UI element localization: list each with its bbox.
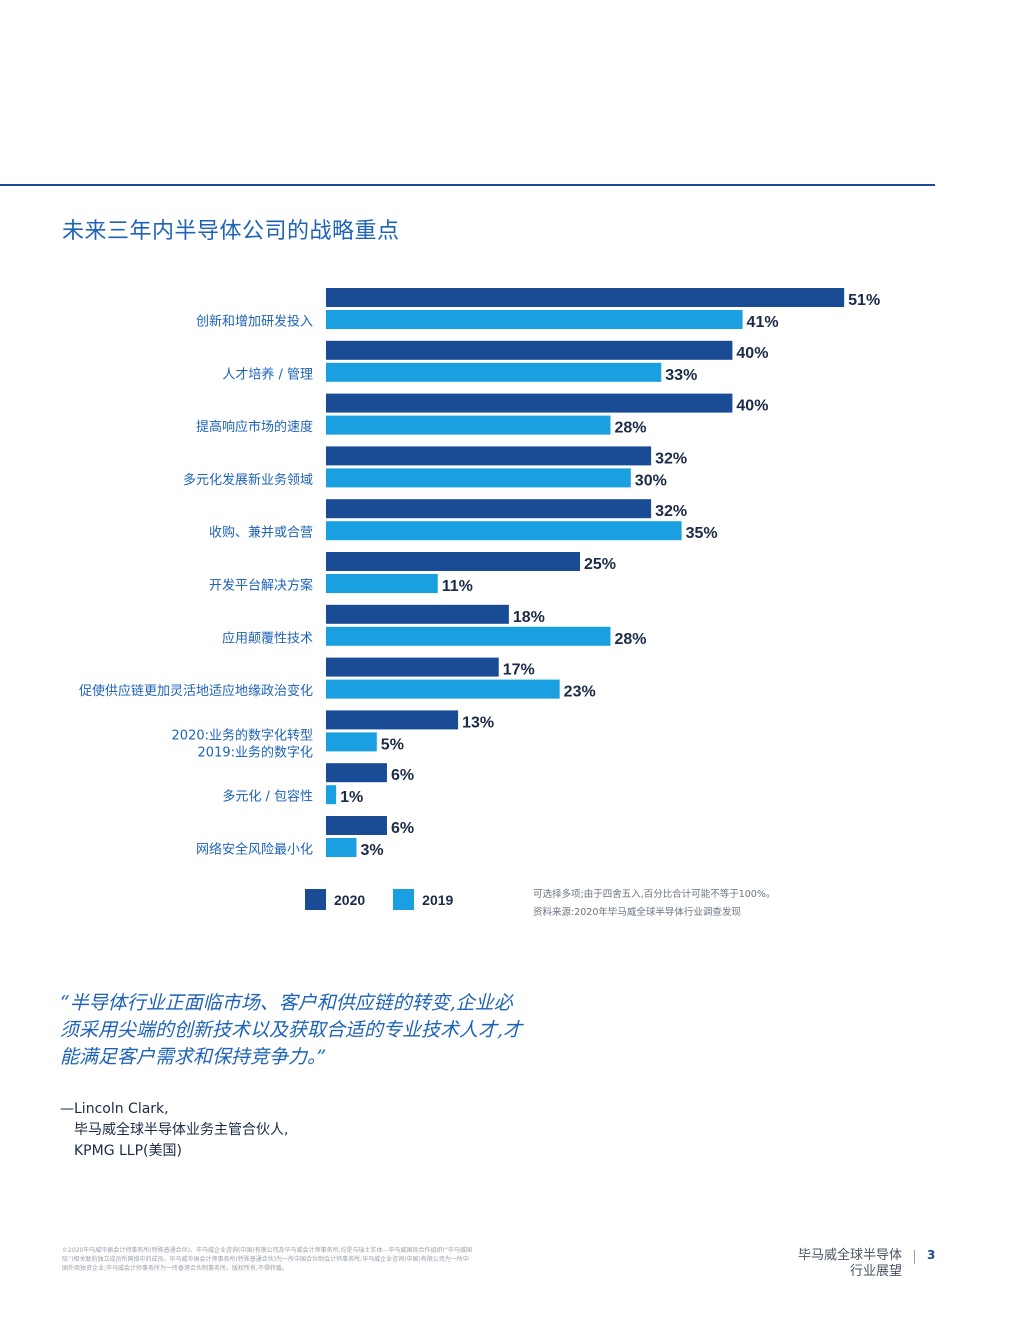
legend: 2020 2019 <box>305 889 473 910</box>
data-label-2019-1: 33% <box>665 367 697 384</box>
attribution-role: 毕马威全球半导体业务主管合伙人, <box>74 1122 289 1138</box>
footer-line-1: 毕马威全球半导体 <box>797 1248 902 1263</box>
data-label-2019-0: 41% <box>747 314 779 331</box>
footer-publication: 毕马威全球半导体 行业展望 <box>798 1248 902 1280</box>
footer-line-2: 行业展望 <box>849 1264 902 1279</box>
copyright-notice: ©2020毕马威华振会计师事务所(特殊普通合伙)、毕马威企业咨询(中国)有限公司… <box>62 1247 472 1272</box>
bar-2020-2 <box>326 393 733 413</box>
data-label-2020-4: 32% <box>655 503 687 520</box>
category-label-0: 创新和增加研发投入 <box>196 314 313 330</box>
attribution-company: KPMG LLP(美国) <box>74 1143 182 1159</box>
bar-2019-0 <box>326 310 743 329</box>
bar-2019-10 <box>326 838 357 857</box>
category-label-10: 网络安全风险最小化 <box>196 842 313 858</box>
bar-2020-1 <box>326 340 733 360</box>
data-label-2019-4: 35% <box>686 525 718 542</box>
data-label-2019-2: 28% <box>614 420 646 437</box>
category-label-8-0: 2020:业务的数字化转型 <box>172 727 313 743</box>
bar-2020-4 <box>326 499 652 519</box>
data-label-2020-0: 51% <box>848 292 880 309</box>
bar-2020-7 <box>326 657 499 677</box>
note-source: 资料来源:2020年毕马威全球半导体行业调查发现 <box>533 907 741 918</box>
bar-2020-8 <box>326 710 459 730</box>
category-label-3: 多元化发展新业务领域 <box>183 472 313 488</box>
data-label-2019-6: 28% <box>614 631 646 648</box>
bar-2019-4 <box>326 521 682 541</box>
bar-2020-10 <box>326 816 387 835</box>
data-label-2020-8: 13% <box>462 714 494 731</box>
data-label-2020-1: 40% <box>736 345 768 362</box>
legend-swatch-2019 <box>393 889 415 910</box>
footer-separator <box>914 1250 915 1264</box>
category-label-1: 人才培养 / 管理 <box>222 366 313 382</box>
bar-2019-2 <box>326 415 611 435</box>
category-label-2: 提高响应市场的速度 <box>196 419 313 435</box>
bar-2019-5 <box>326 574 438 593</box>
category-label-4: 收购、兼并或合营 <box>209 525 313 541</box>
bar-2019-6 <box>326 626 611 646</box>
category-label-5: 开发平台解决方案 <box>209 578 313 594</box>
data-label-2019-8: 5% <box>381 736 404 753</box>
data-label-2019-5: 11% <box>442 578 473 595</box>
data-label-2019-7: 23% <box>564 684 596 701</box>
category-label-7: 促使供应链更加灵活地适应地缘政治变化 <box>79 683 313 699</box>
data-label-2020-7: 17% <box>503 662 535 679</box>
bar-2020-0 <box>326 288 845 307</box>
bar-2020-5 <box>326 552 580 571</box>
data-label-2020-2: 40% <box>736 398 768 415</box>
attribution-name: —Lincoln Clark, <box>60 1101 169 1117</box>
data-label-2020-5: 25% <box>584 556 616 573</box>
data-label-2020-6: 18% <box>513 609 545 626</box>
chart-title: 未来三年内半导体公司的战略重点 <box>62 219 400 244</box>
pull-quote: “半导体行业正面临市场、客户和供应链的转变,企业必须采用尖端的创新技术以及获取合… <box>60 992 523 1068</box>
bar-2019-9 <box>326 785 337 805</box>
top-rule <box>0 184 935 186</box>
bar-chart: 51% 41% 创新和增加研发投入 40% 33% 人才培养 / 管理 40% 28% 提高响应… <box>79 288 880 859</box>
bar-2019-7 <box>326 679 560 699</box>
bar-2020-3 <box>326 446 652 466</box>
page-number: 3 <box>927 1248 936 1262</box>
legend-label-2019: 2019 <box>422 891 454 908</box>
legend-label-2020: 2020 <box>334 891 366 908</box>
bar-2019-3 <box>326 468 631 488</box>
quote-attribution: —Lincoln Clark, 毕马威全球半导体业务主管合伙人, KPMG LL… <box>60 1099 288 1162</box>
bar-2019-8 <box>326 732 377 752</box>
chart-notes: 可选择多项;由于四舍五入,百分比合计可能不等于100%。 资料来源:2020年毕… <box>533 886 775 922</box>
data-label-2020-9: 6% <box>391 767 414 784</box>
data-label-2019-10: 3% <box>360 842 383 859</box>
bar-2019-1 <box>326 362 662 382</box>
data-label-2020-3: 32% <box>655 450 687 467</box>
data-label-2019-3: 30% <box>635 472 667 489</box>
data-label-2019-9: 1% <box>340 789 363 806</box>
bar-2020-9 <box>326 763 387 783</box>
category-label-9: 多元化 / 包容性 <box>222 789 313 805</box>
category-label-8-1: 2019:业务的数字化 <box>198 744 313 760</box>
note-multiple-choice: 可选择多项;由于四舍五入,百分比合计可能不等于100%。 <box>533 889 776 900</box>
legend-swatch-2020 <box>305 889 326 910</box>
bar-2020-6 <box>326 604 509 624</box>
category-label-6: 应用颠覆性技术 <box>222 630 313 646</box>
data-label-2020-10: 6% <box>391 820 414 837</box>
